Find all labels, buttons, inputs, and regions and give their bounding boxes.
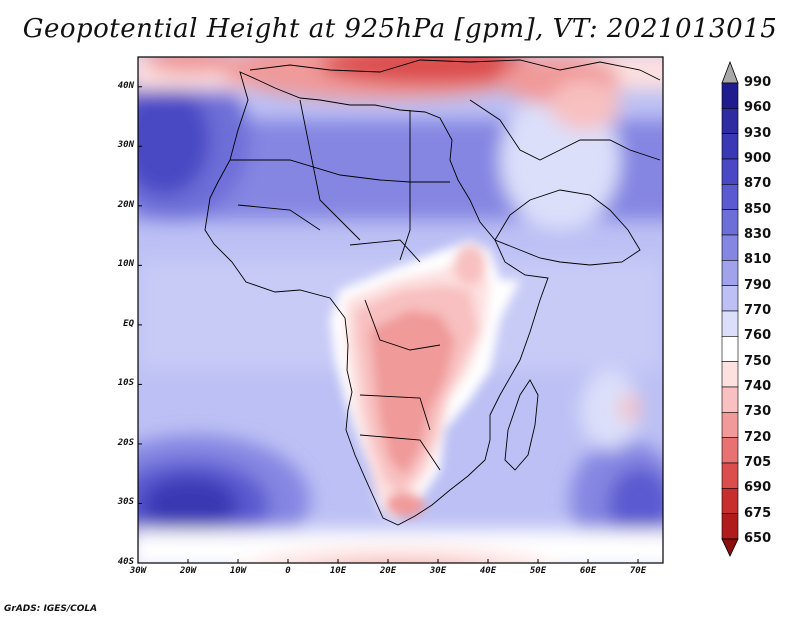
- colorbar-level-label: 850: [744, 201, 772, 217]
- colorbar-swatch: [721, 412, 739, 438]
- lon-label: 60E: [579, 566, 597, 576]
- lat-label: 10N: [117, 259, 134, 270]
- colorbar-level-label: 900: [744, 151, 772, 166]
- colorbar-swatch: [721, 462, 739, 489]
- colorbar-bottom-arrow: [721, 538, 739, 557]
- colorbar-level-label: 750: [744, 353, 772, 369]
- colorbar-level-label: 740: [744, 379, 772, 394]
- colorbar-level-label: 650: [744, 531, 772, 546]
- colorbar-level-label: 960: [744, 100, 772, 116]
- colorbar-level-label: 830: [744, 227, 772, 242]
- colorbar-level-label: 675: [744, 505, 772, 521]
- colorbar-level-label: 990: [744, 75, 772, 90]
- colorbar-swatch: [721, 133, 739, 160]
- colorbar-level-label: 690: [744, 480, 772, 496]
- colorbar-level-label: 930: [744, 125, 772, 141]
- lon-label: 30W: [129, 566, 147, 576]
- lon-label: 50E: [529, 566, 547, 576]
- colorbar-swatch: [721, 513, 739, 540]
- lon-label: 20W: [179, 566, 197, 576]
- lat-label: 20N: [117, 199, 134, 210]
- lat-label: 30S: [117, 497, 134, 508]
- colorbar-swatch: [721, 336, 739, 362]
- lat-label: 40N: [117, 80, 134, 91]
- map-title: Geopotential Height at 925hPa [gpm], VT:…: [22, 14, 778, 44]
- colorbar-swatch: [721, 108, 739, 134]
- colorbar-swatch: [721, 386, 739, 413]
- lon-label: 10E: [329, 566, 347, 576]
- lat-label: 30N: [117, 140, 134, 151]
- colorbar-level-label: 720: [744, 429, 772, 445]
- lon-label: 10W: [229, 566, 247, 576]
- colorbar-level-label: 705: [744, 455, 772, 470]
- colorbar-level-label: 810: [744, 252, 772, 268]
- colorbar-swatch: [721, 488, 739, 514]
- lon-label: 30E: [429, 566, 447, 576]
- colorbar-swatch: [721, 260, 739, 286]
- colorbar-swatch: [721, 158, 739, 185]
- colorbar-swatch: [721, 285, 739, 312]
- lat-label: 20S: [117, 437, 134, 448]
- footer-credit: GrADS: IGES/COLA: [4, 604, 98, 614]
- coastlines: [204, 59, 661, 526]
- colorbar-level-label: 760: [744, 328, 772, 344]
- colorbar-swatch: [721, 234, 739, 261]
- colorbar-swatch: [721, 184, 739, 210]
- lon-label: 0: [285, 566, 291, 576]
- height-field: [138, 57, 663, 563]
- colorbar-swatch: [721, 361, 739, 388]
- colorbar: [721, 60, 739, 557]
- colorbar-level-label: 790: [744, 277, 772, 293]
- lon-label: 40E: [479, 566, 497, 576]
- colorbar-level-label: 870: [744, 176, 772, 192]
- colorbar-top-arrow: [721, 60, 739, 84]
- map-frame: [137, 56, 664, 564]
- lon-label: 20E: [379, 566, 397, 576]
- lat-label: 10S: [117, 378, 134, 389]
- lon-label: 70E: [629, 566, 647, 576]
- colorbar-swatch: [721, 437, 739, 464]
- colorbar-swatch: [721, 82, 739, 109]
- lat-label: EQ: [123, 318, 134, 329]
- colorbar-level-label: 730: [744, 404, 772, 420]
- colorbar-swatch: [721, 310, 739, 337]
- lat-label: 40S: [117, 557, 134, 567]
- colorbar-swatch: [721, 209, 739, 236]
- colorbar-level-label: 770: [744, 303, 772, 318]
